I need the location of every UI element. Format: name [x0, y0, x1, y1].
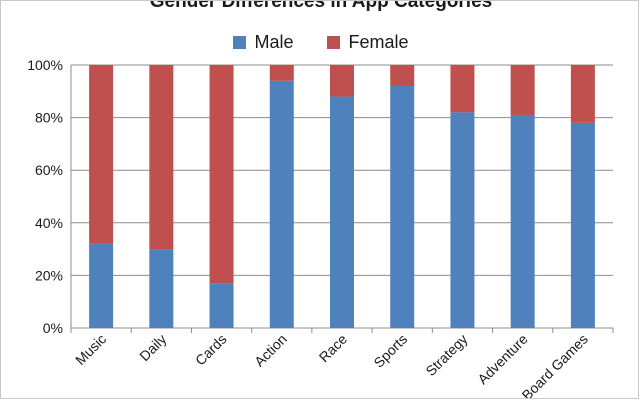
bar-female-adventure: [510, 65, 535, 115]
bar-female-board-games: [570, 65, 595, 123]
chart-title: Gender Differences in App Categories: [149, 0, 493, 12]
x-tick-label: Cards: [192, 331, 230, 369]
x-tick-label: Strategy: [422, 331, 470, 379]
bar-female-sports: [390, 65, 415, 87]
x-tick-label: Music: [72, 331, 109, 368]
bar-male-cards: [209, 283, 234, 328]
bar-female-daily: [149, 65, 174, 250]
bar-female-cards: [209, 65, 234, 284]
bar-male-adventure: [510, 114, 535, 328]
bar-male-music: [89, 243, 114, 328]
legend-label-male: Male: [254, 32, 294, 52]
bar-male-action: [269, 80, 294, 328]
x-tick-label: Daily: [136, 331, 169, 364]
y-tick-label: 100%: [27, 57, 63, 73]
legend-item-female: Female: [327, 31, 409, 53]
bar-male-daily: [149, 249, 174, 328]
x-tick-label: Adventure: [474, 331, 531, 388]
bar-female-strategy: [450, 65, 475, 113]
y-tick-label: 20%: [35, 267, 63, 283]
bar-male-strategy: [450, 112, 475, 328]
bar-female-action: [269, 65, 294, 81]
legend: Male Female: [1, 31, 638, 53]
x-tick-label: Action: [251, 331, 290, 370]
y-tick-label: 40%: [35, 215, 63, 231]
bar-female-music: [89, 65, 114, 244]
legend-swatch-male: [233, 35, 247, 49]
y-tick-label: 0%: [43, 320, 63, 336]
legend-swatch-female: [327, 35, 341, 49]
bar-male-sports: [390, 86, 415, 328]
legend-label-female: Female: [348, 32, 409, 52]
bar-female-race: [330, 65, 354, 97]
bar-male-board-games: [570, 122, 595, 328]
x-tick-label: Sports: [370, 331, 410, 371]
bar-male-race: [330, 96, 354, 328]
y-tick-label: 80%: [35, 110, 63, 126]
x-tick-label: Race: [316, 331, 351, 366]
legend-item-male: Male: [233, 31, 293, 53]
y-tick-label: 60%: [35, 162, 63, 178]
